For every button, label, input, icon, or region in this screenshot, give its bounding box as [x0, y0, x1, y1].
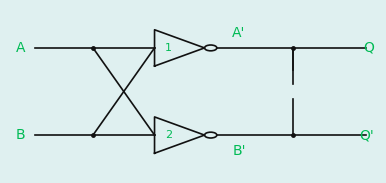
- Text: Q': Q': [359, 128, 374, 142]
- Text: 1: 1: [165, 43, 172, 53]
- Text: B': B': [232, 144, 246, 158]
- Text: A: A: [16, 41, 25, 55]
- Text: 2: 2: [165, 130, 172, 140]
- Text: A': A': [232, 26, 245, 40]
- Text: B: B: [16, 128, 26, 142]
- Text: Q: Q: [363, 41, 374, 55]
